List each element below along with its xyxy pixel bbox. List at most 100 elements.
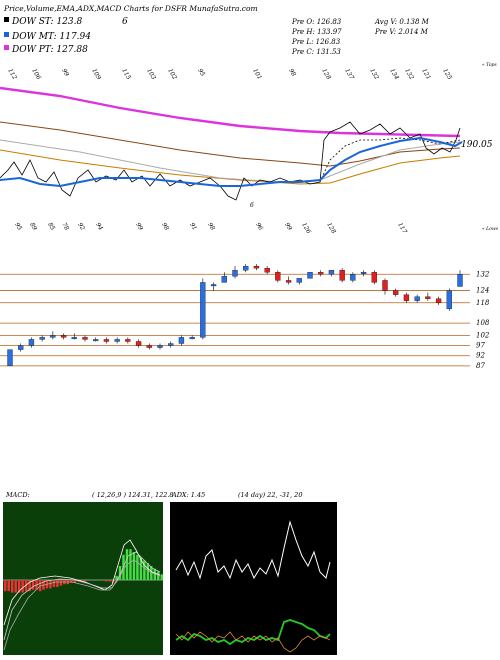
candle-body <box>285 280 292 283</box>
candle <box>168 341 174 348</box>
lows-label: 91 <box>188 222 198 232</box>
lows-label: 78 <box>60 222 70 232</box>
lows-labels: 95 89 85 78 92 94 99 98 91 98 96 99 126 128 117 <box>13 222 408 236</box>
macd-histogram-bar <box>28 580 31 592</box>
candle <box>328 270 335 277</box>
candle <box>157 343 163 350</box>
macd-histogram-bar <box>56 580 59 587</box>
adx-values: (14 day) 22, -31, 20 <box>238 491 302 499</box>
ema-line-orange <box>0 149 461 185</box>
candle <box>135 339 142 348</box>
candle-body <box>39 337 45 340</box>
tops-label: 121 <box>420 68 432 81</box>
stat-prev-volume: Pre V: 2.014 M <box>374 28 429 36</box>
legend-number: 6 <box>122 17 128 27</box>
ema-line-brown <box>0 121 461 167</box>
macd-plot <box>3 539 163 651</box>
price-levels: 132 124 118 108 102 97 92 87 <box>0 270 490 370</box>
lows-label: 128 <box>325 222 337 236</box>
price-panel: 132 124 118 108 102 97 92 87 <box>0 264 490 370</box>
candle-body <box>393 290 399 295</box>
price-stats: Pre O: 126.83 Avg V: 0.138 M Pre H: 133.… <box>291 18 430 56</box>
candle-body <box>82 337 88 340</box>
candle <box>232 266 238 279</box>
ema-lines <box>0 86 463 201</box>
macd-histogram-bar <box>4 580 7 592</box>
candle <box>103 337 110 344</box>
tops-label: 112 <box>6 68 18 82</box>
lows-label: 85 <box>46 222 56 232</box>
macd-panel: MACD: ( 12,26,9 ) 124.31, 122.8 <box>3 491 174 655</box>
macd-histogram-bar <box>150 566 153 580</box>
tops-label: 106 <box>30 68 42 82</box>
candle <box>275 270 281 283</box>
lows-label: 99 <box>134 222 144 232</box>
candle <box>382 278 388 295</box>
adx-plot <box>175 520 331 653</box>
macd-values: ( 12,26,9 ) 124.31, 122.8 <box>92 491 174 499</box>
candle-body <box>296 278 302 283</box>
candle-body <box>425 296 431 299</box>
candle <box>360 270 367 277</box>
tops-label: 102 <box>166 68 178 82</box>
adx-label: ADX: 1.45 <box>171 491 205 499</box>
lows-label: 117 <box>396 222 408 236</box>
macd-histogram-bar <box>52 580 56 587</box>
ema-low-marker: 6 <box>250 202 254 209</box>
macd-histogram-bar <box>104 580 108 582</box>
candle <box>371 270 377 285</box>
chart-title: Price,Volume,EMA,ADX,MACD Charts for DSF… <box>3 4 258 13</box>
adx-panel: ADX: 1.45 (14 day) 22, -31, 20 <box>170 491 337 655</box>
macd-histogram-bar <box>7 580 10 592</box>
candle-body <box>446 290 452 310</box>
candle <box>82 335 88 342</box>
legend-label-st: DOW ST: 123.8 <box>11 17 82 27</box>
macd-third-line <box>3 559 161 651</box>
tops-labels: 112 106 99 109 115 103 102 95 101 98 128 137 132 134 1… <box>6 68 453 82</box>
macd-label: MACD: <box>5 491 30 499</box>
macd-histogram-bar <box>73 580 77 583</box>
macd-histogram-bar <box>10 580 14 593</box>
price-level-label: 118 <box>476 299 490 307</box>
macd-histogram-bar <box>139 557 143 580</box>
candle-body <box>114 339 120 342</box>
candle <box>60 333 67 340</box>
lows-label: 126 <box>300 222 312 236</box>
candle-body <box>318 272 324 275</box>
candle <box>318 270 324 277</box>
candle <box>200 278 206 340</box>
legend-swatch-st <box>4 17 9 22</box>
legend-label-mt: DOW MT: 117.94 <box>11 32 91 42</box>
lows-label: 89 <box>28 222 38 232</box>
candle <box>243 264 249 273</box>
tops-label: 103 <box>145 68 157 82</box>
candle <box>71 333 77 340</box>
candle-body <box>146 345 152 348</box>
candle <box>425 292 431 301</box>
candle <box>253 264 260 271</box>
macd-histogram-bar <box>108 580 111 582</box>
macd-histogram-bar <box>84 580 87 582</box>
candle <box>210 282 217 291</box>
macd-histogram-bar <box>160 574 163 580</box>
lows-label: 92 <box>76 222 86 232</box>
candle <box>189 335 195 340</box>
ema-line-dashed <box>319 137 461 183</box>
candle <box>93 337 99 342</box>
candle-body <box>221 276 227 283</box>
lows-label: 96 <box>254 222 264 232</box>
legend-swatch-mt <box>4 32 9 37</box>
candle <box>393 288 399 297</box>
legend-label-pt: DOW PT: 127.88 <box>11 45 88 55</box>
ema-line-long <box>0 86 461 138</box>
lows-label: 98 <box>160 222 170 232</box>
macd-histogram-bar <box>17 580 21 593</box>
lows-legend: « Lows <box>482 226 499 232</box>
tops-label: 125 <box>441 68 453 82</box>
stat-prev-high: Pre H: 133.97 <box>291 28 342 36</box>
legend: DOW ST: 123.8 DOW MT: 117.94 DOW PT: 127… <box>4 17 128 55</box>
candle <box>50 331 56 340</box>
adx-plus-di-line <box>175 619 331 646</box>
candle <box>435 296 442 305</box>
